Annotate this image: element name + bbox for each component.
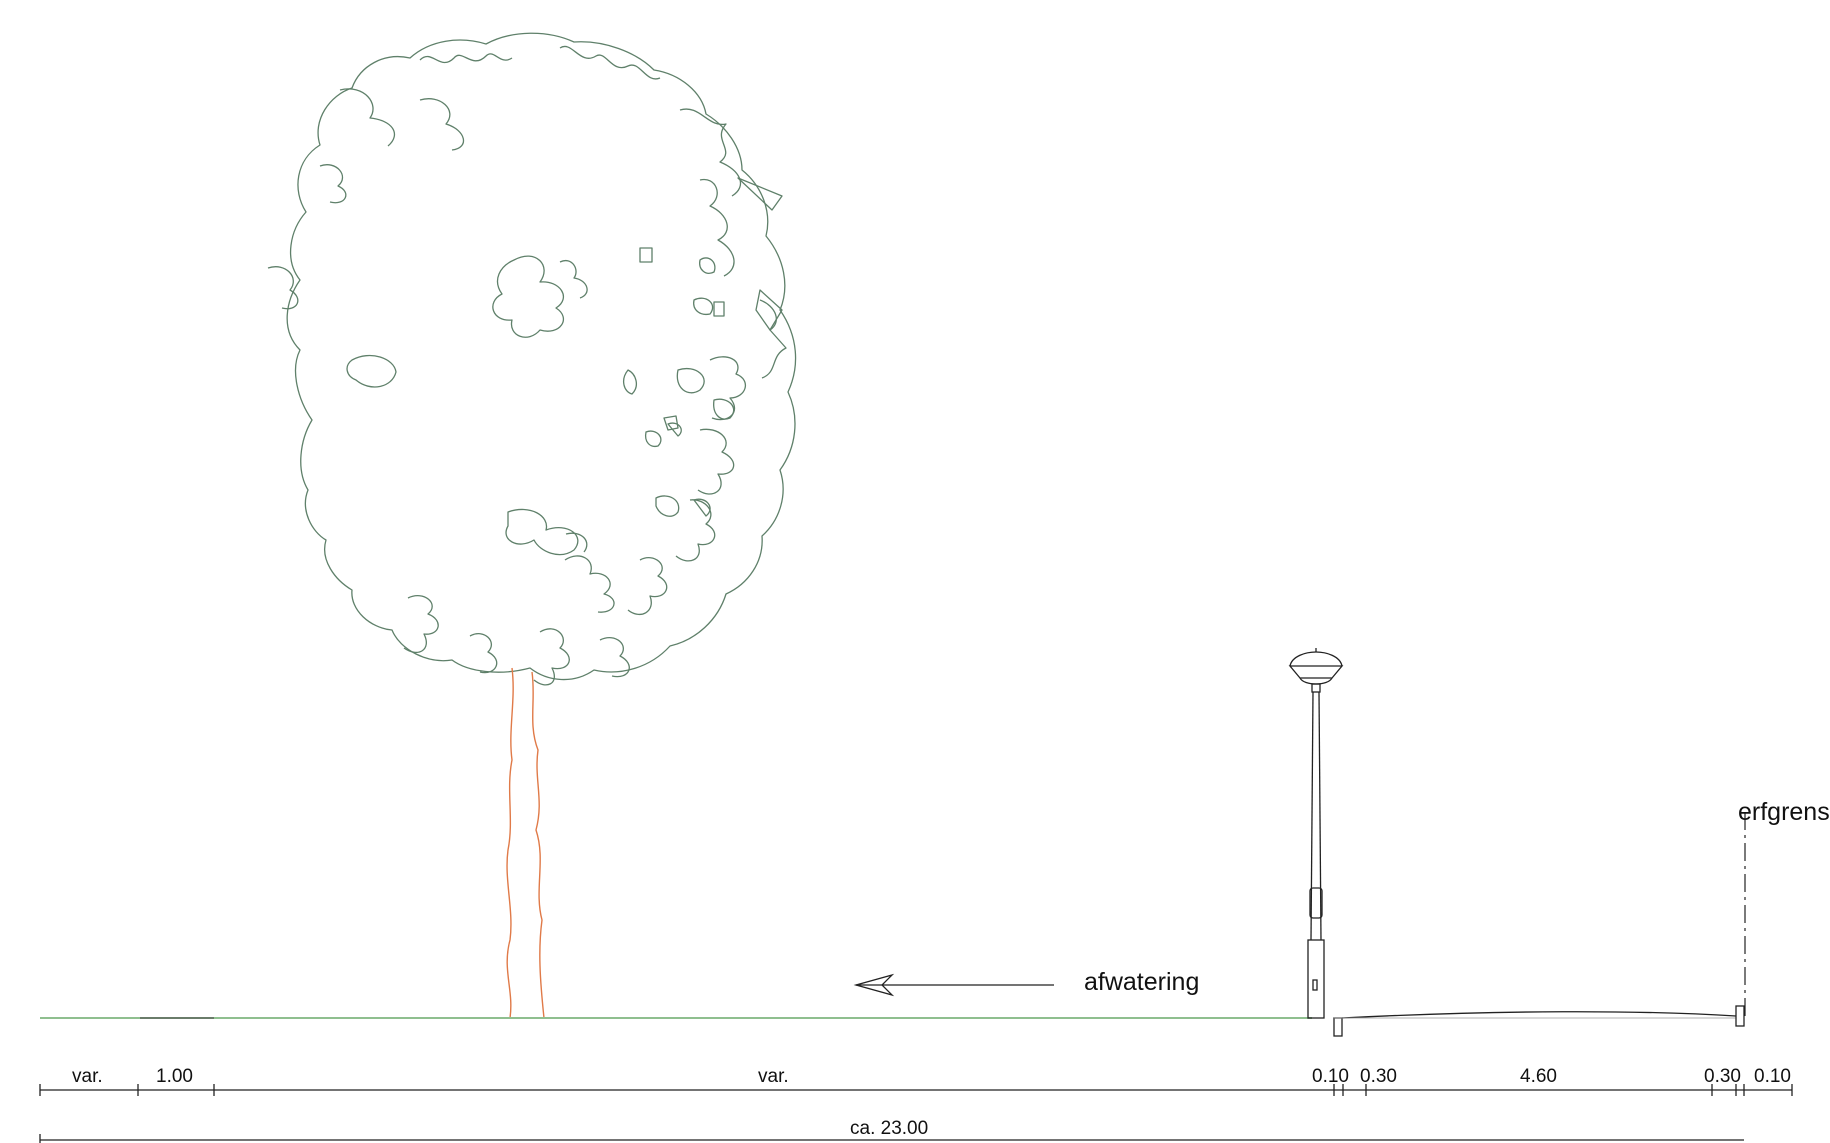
leaf-cluster xyxy=(693,498,711,517)
drainage-label: afwatering xyxy=(1084,968,1199,996)
total-dimension xyxy=(39,1134,1744,1143)
crown-lobe xyxy=(559,45,661,80)
crown-lobe xyxy=(675,499,716,562)
leaf-cluster xyxy=(699,257,716,274)
leaf-cluster xyxy=(713,398,735,420)
street-lamp xyxy=(1288,648,1344,1019)
leaf-cluster xyxy=(505,508,579,556)
tree-trunk-right xyxy=(531,671,545,1019)
leaf-cluster xyxy=(713,301,725,317)
leaf-cluster xyxy=(559,259,588,299)
crown-lobe xyxy=(759,299,787,379)
crown-lobe xyxy=(419,98,464,151)
leaf-cluster xyxy=(644,430,662,448)
leaf-cluster xyxy=(622,369,638,395)
dim-label: 0.10 xyxy=(1312,1066,1349,1087)
crown-lobe xyxy=(599,637,630,678)
dim-label: var. xyxy=(72,1066,103,1087)
dim-label: var. xyxy=(758,1066,789,1087)
leaf-cluster xyxy=(565,532,588,553)
leaf-cluster xyxy=(693,297,714,316)
leaf-cluster xyxy=(655,495,680,517)
dim-label: 1.00 xyxy=(156,1066,193,1087)
crown-lobe xyxy=(339,88,395,147)
property-boundary-label: erfgrens xyxy=(1738,798,1830,826)
total-dimension-label: ca. 23.00 xyxy=(850,1118,928,1139)
leaf-cluster xyxy=(755,289,783,331)
tree-trunk-left xyxy=(506,667,514,1019)
dimension-chain xyxy=(39,1084,1793,1096)
crown-lobe xyxy=(403,595,439,653)
leaf-cluster xyxy=(492,255,564,338)
crown-lobe xyxy=(469,633,498,674)
leaf-cluster xyxy=(667,422,682,437)
crown-lobe xyxy=(709,356,746,421)
crown-lobe xyxy=(699,178,735,277)
crown-lobe xyxy=(697,428,735,495)
tree-crown-outline xyxy=(286,32,797,681)
dim-label: 0.30 xyxy=(1360,1066,1397,1087)
crown-lobe xyxy=(533,628,570,686)
crown-lobe xyxy=(564,555,615,613)
leaf-cluster xyxy=(639,247,653,263)
crown-lobe xyxy=(319,164,347,204)
leaf-cluster xyxy=(737,177,783,211)
dim-label: 0.10 xyxy=(1754,1066,1791,1087)
leaf-cluster xyxy=(663,415,679,431)
drainage-arrow xyxy=(853,973,1054,997)
footpath xyxy=(1333,1005,1745,1037)
dim-label: 0.30 xyxy=(1704,1066,1741,1087)
crown-lobe xyxy=(419,53,513,64)
crown-lobe xyxy=(679,108,742,197)
tree xyxy=(267,32,797,1019)
crown-lobe xyxy=(267,266,299,310)
leaf-cluster xyxy=(676,367,705,394)
crown-lobe xyxy=(627,557,668,615)
leaf-cluster xyxy=(346,355,397,388)
dim-label: 4.60 xyxy=(1520,1066,1557,1087)
